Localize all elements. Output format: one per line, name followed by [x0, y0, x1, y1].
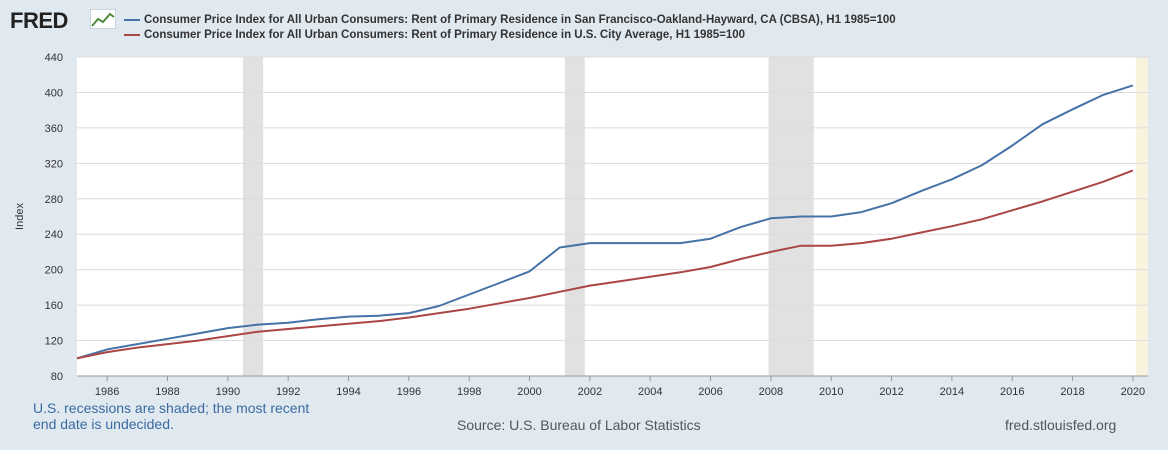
x-tick-label: 2010 [819, 386, 843, 398]
x-tick-label: 2016 [1000, 386, 1024, 398]
y-tick-label: 200 [45, 265, 63, 277]
x-tick-label: 1992 [276, 386, 300, 398]
legend-swatch-sf [124, 18, 140, 21]
recession-note: U.S. recessions are shaded; the most rec… [33, 400, 310, 432]
y-tick-label: 280 [45, 194, 63, 206]
undecided-band [1135, 57, 1148, 376]
x-tick-label: 2014 [940, 386, 964, 398]
y-tick-label: 240 [45, 229, 63, 241]
legend-label-us: Consumer Price Index for All Urban Consu… [144, 28, 746, 41]
x-tick-label: 1998 [457, 386, 481, 398]
legend-swatch-us [124, 33, 140, 36]
y-tick-label: 400 [45, 87, 63, 99]
x-tick-label: 2004 [638, 386, 662, 398]
legend-item-us[interactable]: Consumer Price Index for All Urban Consu… [124, 27, 896, 42]
series-line-us [76, 169, 1134, 360]
plot-area [77, 57, 1148, 376]
y-tick-label: 120 [45, 336, 63, 348]
x-tick-label: 2000 [517, 386, 541, 398]
x-tick-label: 2012 [879, 386, 903, 398]
line-chart: 80 120 160 200 240 280 320 360 400 440 1986 1988 199… [14, 52, 1148, 398]
legend-item-sf[interactable]: Consumer Price Index for All Urban Consu… [124, 12, 896, 27]
y-tick-label: 360 [45, 123, 63, 135]
y-tick-label: 80 [51, 371, 63, 383]
chart-legend: Consumer Price Index for All Urban Consu… [124, 12, 896, 42]
y-tick-label: 440 [45, 52, 63, 64]
y-tick-label: 160 [45, 300, 63, 312]
y-tick-label: 320 [45, 158, 63, 170]
x-tick-label: 1988 [155, 386, 179, 398]
x-tick-label: 1994 [336, 386, 360, 398]
recession-band [564, 57, 585, 376]
fred-logo[interactable]: FRED [10, 8, 68, 33]
recession-band [242, 57, 264, 376]
legend-label-sf: Consumer Price Index for All Urban Consu… [144, 13, 896, 26]
x-tick-label: 1996 [397, 386, 421, 398]
x-tick-label: 1986 [95, 386, 119, 398]
x-tick-label: 2008 [759, 386, 783, 398]
source-note: Source: U.S. Bureau of Labor Statistics [457, 417, 701, 433]
x-tick-label: 2018 [1060, 386, 1084, 398]
x-tick-label: 2002 [578, 386, 602, 398]
x-tick-label: 2020 [1121, 386, 1145, 398]
x-tick-label: 1990 [216, 386, 240, 398]
x-tick-label: 2006 [698, 386, 722, 398]
series-line-sf [76, 84, 1134, 360]
y-axis-label: Index [14, 203, 26, 230]
fred-chart-icon [90, 9, 116, 29]
site-link[interactable]: fred.stlouisfed.org [1005, 417, 1117, 433]
